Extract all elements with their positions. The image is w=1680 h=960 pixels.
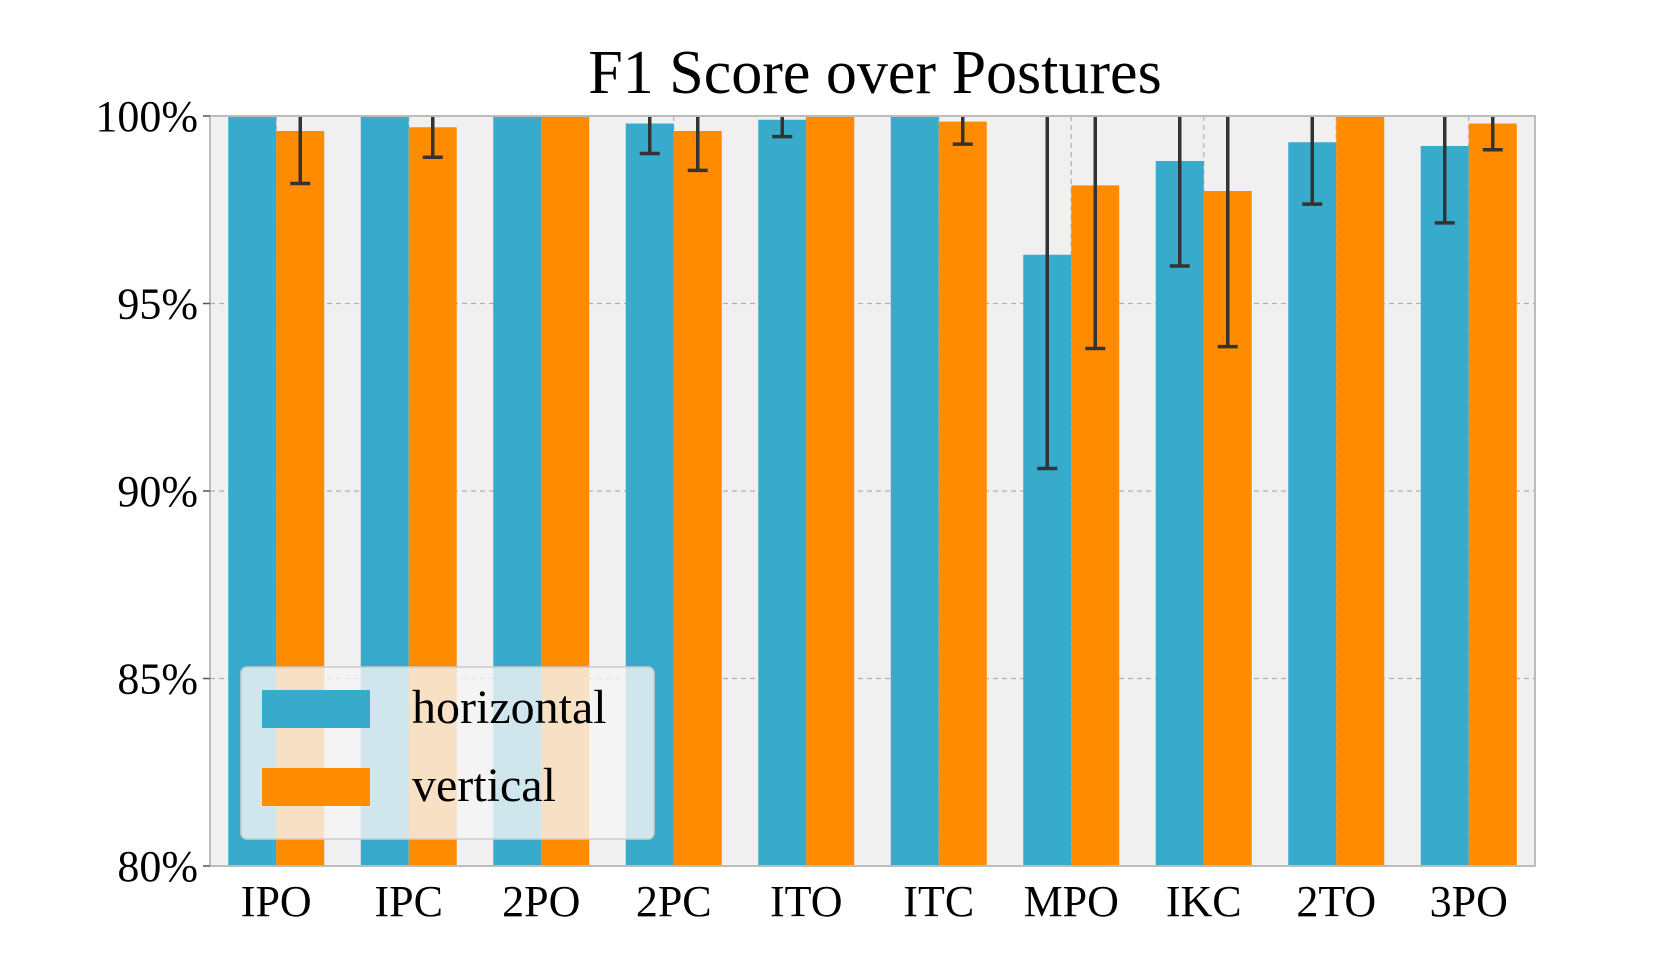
x-tick-label: 2PC xyxy=(636,877,712,926)
x-tick-label: IPO xyxy=(241,877,312,926)
x-tick-label: 2TO xyxy=(1296,877,1376,926)
y-tick-label: 100% xyxy=(95,92,198,141)
x-tick-label: IKC xyxy=(1166,877,1242,926)
bar-vertical-2PC xyxy=(673,131,722,866)
error-bar-vertical-3PO xyxy=(1482,116,1503,152)
y-tick-label: 80% xyxy=(117,842,198,891)
bar-vertical-ITC xyxy=(938,121,987,866)
bar-horizontal-3PO xyxy=(1420,146,1469,866)
error-bar-vertical-IKC xyxy=(1217,116,1238,349)
legend-swatch-horizontal xyxy=(262,690,370,728)
y-tick-label: 95% xyxy=(117,280,198,329)
x-tick-label: 2PO xyxy=(502,877,580,926)
error-bar-horizontal-3PO xyxy=(1434,116,1455,225)
legend-label-horizontal: horizontal xyxy=(412,681,607,734)
bar-horizontal-IKC xyxy=(1155,161,1204,866)
y-tick-label: 85% xyxy=(117,655,198,704)
legend-swatch-vertical xyxy=(262,768,370,806)
error-bar-vertical-ITC xyxy=(952,116,973,146)
error-bar-horizontal-2TO xyxy=(1302,116,1323,206)
chart-title: F1 Score over Postures xyxy=(588,39,1161,107)
x-tick-label: ITO xyxy=(770,877,843,926)
x-tick-label: ITC xyxy=(903,877,974,926)
error-bar-vertical-2PC xyxy=(687,116,708,173)
bar-horizontal-ITO xyxy=(758,119,807,866)
error-bar-horizontal-IKC xyxy=(1169,116,1190,268)
x-tick-label: 3PO xyxy=(1430,877,1508,926)
bar-horizontal-2TO xyxy=(1288,142,1337,866)
x-tick-label: IPC xyxy=(375,877,443,926)
error-bar-horizontal-ITO xyxy=(772,116,793,139)
error-bar-vertical-IPC xyxy=(422,116,443,159)
legend-label-vertical: vertical xyxy=(412,759,556,812)
error-bar-horizontal-MPO xyxy=(1037,116,1058,471)
bar-vertical-2TO xyxy=(1336,116,1385,866)
error-bar-vertical-IPO xyxy=(290,116,311,186)
y-tick-label: 90% xyxy=(117,467,198,516)
legend: horizontal vertical xyxy=(240,666,655,840)
x-tick-label: MPO xyxy=(1024,877,1119,926)
bar-vertical-3PO xyxy=(1468,123,1517,866)
error-bar-horizontal-2PC xyxy=(639,116,660,156)
error-bar-vertical-MPO xyxy=(1085,116,1106,351)
bar-horizontal-ITC xyxy=(890,116,939,866)
bar-vertical-ITO xyxy=(806,116,855,866)
